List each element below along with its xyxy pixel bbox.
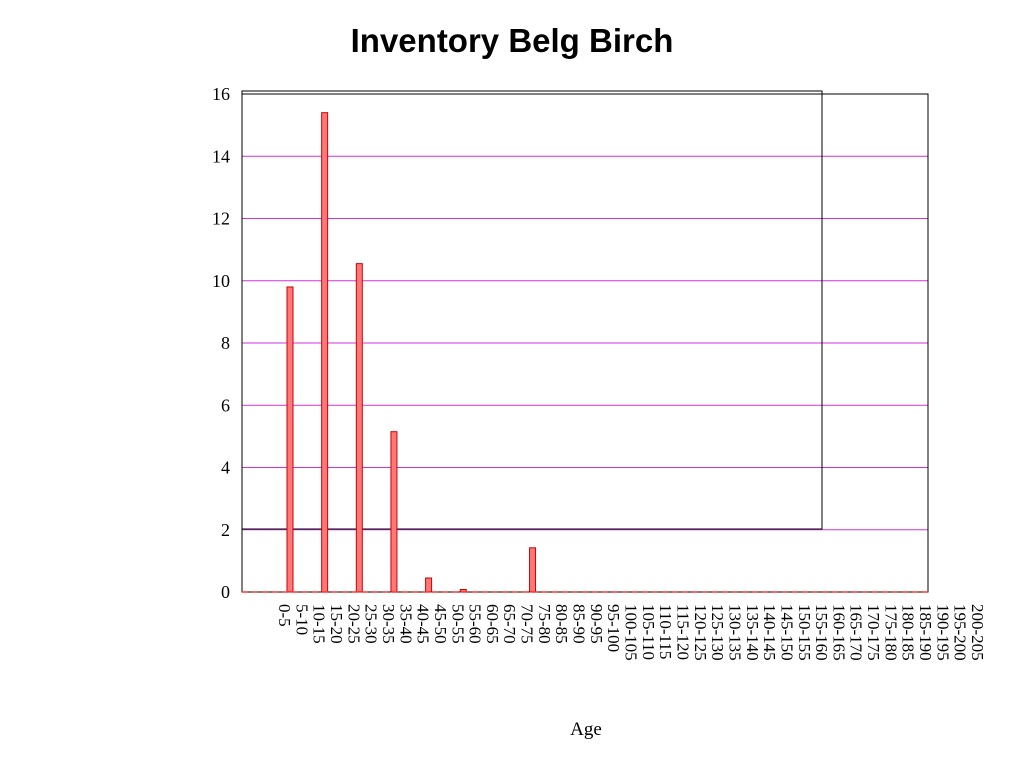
x-tick-label: 15-20: [327, 604, 346, 644]
x-tick-label: 45-50: [431, 604, 450, 644]
y-tick-label: 12: [212, 209, 230, 229]
x-tick-label: 145-150: [777, 604, 796, 661]
x-tick-label: 30-35: [379, 604, 398, 644]
x-tick-label: 110-115: [656, 604, 675, 659]
y-tick-label: 14: [212, 146, 230, 166]
y-tick-label: 8: [221, 333, 230, 353]
x-tick-label: 190-195: [933, 604, 952, 661]
y-tick-label: 10: [212, 271, 230, 291]
x-tick-label: 90-95: [587, 604, 606, 644]
x-tick-label: 20-25: [344, 604, 363, 644]
x-tick-label: 75-80: [535, 604, 554, 644]
x-tick-label: 150-155: [795, 604, 814, 661]
bar: [425, 577, 433, 593]
x-tick-label: 165-170: [847, 604, 866, 661]
x-tick-label: 135-140: [743, 604, 762, 661]
bar: [355, 263, 363, 593]
bar: [390, 431, 398, 593]
x-tick-label: 65-70: [500, 604, 519, 644]
x-tick-label: 40-45: [414, 604, 433, 644]
bar-series: [286, 112, 537, 593]
x-tick-label: 60-65: [483, 604, 502, 644]
x-tick-label: 10-15: [310, 604, 329, 644]
grid-lines: [242, 93, 928, 531]
x-tick-label: 115-120: [673, 604, 692, 660]
x-tick-label: 140-145: [760, 604, 779, 661]
chart-title: Inventory Belg Birch: [350, 22, 674, 59]
x-tick-label: 5-10: [292, 604, 311, 635]
x-tick-label: 80-85: [552, 604, 571, 644]
y-tick-label: 6: [221, 395, 230, 415]
x-tick-label: 35-40: [396, 604, 415, 644]
x-tick-label: 0-5: [275, 604, 294, 627]
x-tick-label: 50-55: [448, 604, 467, 644]
y-tick-label: 2: [221, 520, 230, 540]
x-tick-label: 175-180: [881, 604, 900, 661]
y-tick-label: 4: [221, 458, 230, 478]
x-tick-label: 195-200: [951, 604, 970, 661]
x-tick-label: 105-110: [639, 604, 658, 660]
x-tick-label: 180-185: [899, 604, 918, 661]
y-tick-label: 0: [221, 582, 230, 602]
x-tick-label: 70-75: [518, 604, 537, 644]
x-tick-label: 155-160: [812, 604, 831, 661]
x-tick-label: 200-205: [968, 604, 987, 661]
x-tick-label: 125-130: [708, 604, 727, 661]
y-axis: 0 2 4 6 8 10 12 14 16: [212, 84, 230, 602]
bar: [529, 547, 537, 593]
x-tick-label: 85-90: [570, 604, 589, 644]
bar: [321, 112, 329, 593]
x-tick-label: 95-100: [604, 604, 623, 652]
x-tick-label: 185-190: [916, 604, 935, 661]
y-tick-label: 16: [212, 84, 230, 104]
x-tick-label: 160-165: [829, 604, 848, 661]
x-axis-label: Age: [570, 719, 602, 740]
x-tick-label: 130-135: [725, 604, 744, 661]
bar: [286, 286, 294, 593]
x-tick-label: 170-175: [864, 604, 883, 661]
x-tick-label: 25-30: [362, 604, 381, 644]
x-tick-label: 55-60: [466, 604, 485, 644]
x-tick-label: 100-105: [622, 604, 641, 661]
x-tick-label: 120-125: [691, 604, 710, 661]
x-axis: 0-55-1010-1515-2020-2525-3030-3535-4040-…: [275, 604, 987, 661]
